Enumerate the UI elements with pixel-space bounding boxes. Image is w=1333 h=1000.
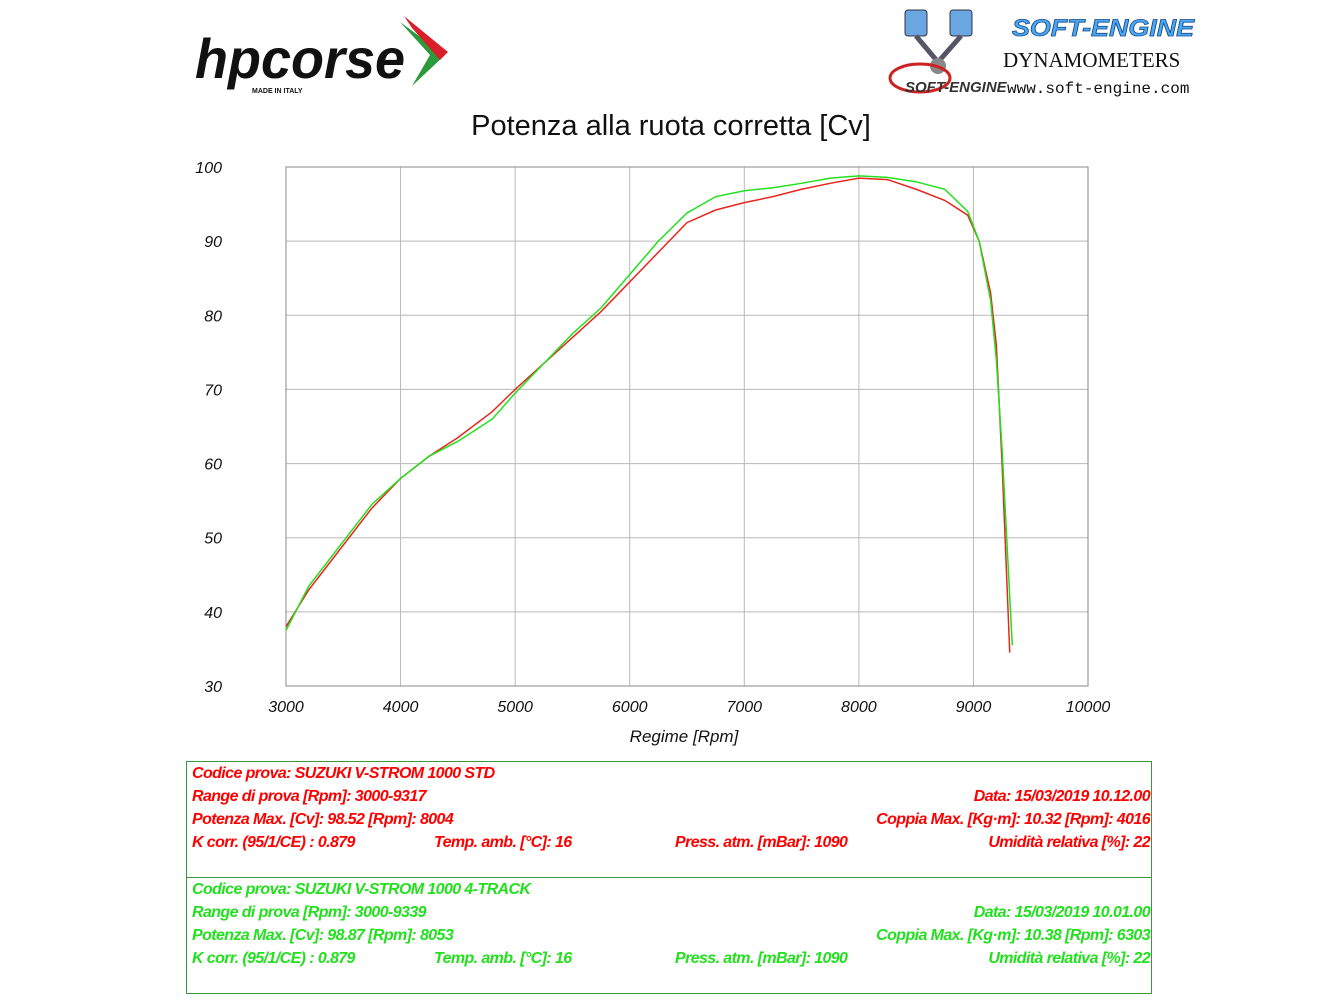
- x-tick-label: 7000: [726, 699, 762, 716]
- y-tick-label: 90: [204, 234, 222, 251]
- chart-title: Potenza alla ruota corretta [Cv]: [471, 110, 871, 142]
- x-tick-label: 8000: [841, 699, 877, 716]
- brand-logo: hpcorse: [195, 27, 405, 90]
- plot-frame: [285, 166, 1089, 687]
- chart: hpcorse MADE IN ITALY SOFT-ENGINE SOFT-E…: [195, 9, 1196, 746]
- result-field: Range di prova [Rpm]: 3000-9339: [192, 904, 427, 921]
- result-field: Potenza Max. [Cv]: 98.52 [Rpm]: 8004: [192, 811, 454, 828]
- result-field: Umidità relativa [%]: 22: [988, 950, 1150, 967]
- result-field: K corr. (95/1/CE) : 0.879: [192, 834, 355, 851]
- y-tick-label: 30: [204, 679, 222, 696]
- logo-ring: [888, 62, 952, 94]
- dyno-logo-text: SOFT-ENGINE: [905, 79, 1008, 96]
- x-tick-label: 10000: [1066, 699, 1111, 716]
- power-curve: [285, 177, 1011, 653]
- result-field: Press. atm. [mBar]: 1090: [675, 834, 848, 851]
- y-tick-label: 80: [204, 308, 222, 325]
- result-field: Umidità relativa [%]: 22: [988, 834, 1150, 851]
- x-tick-label: 5000: [497, 699, 533, 716]
- result-field: Data: 15/03/2019 10.01.00: [973, 904, 1151, 921]
- result-box: [186, 761, 1152, 878]
- result-field: Coppia Max. [Kg·m]: 10.38 [Rpm]: 6303: [876, 927, 1150, 944]
- x-axis-label: Regime [Rpm]: [630, 727, 740, 746]
- result-field: Range di prova [Rpm]: 3000-9317: [192, 788, 427, 805]
- dyno-url: www.soft-engine.com: [1007, 80, 1189, 98]
- result-field: Temp. amb. [°C]: 16: [434, 950, 572, 967]
- y-tick-label: 70: [204, 382, 222, 399]
- x-tick-label: 6000: [612, 699, 648, 716]
- result-field: K corr. (95/1/CE) : 0.879: [192, 950, 355, 967]
- result-field: Temp. amb. [°C]: 16: [434, 834, 572, 851]
- dyno-title: DYNAMOMETERS: [1003, 48, 1180, 72]
- y-tick-label: 100: [195, 160, 222, 177]
- logo-swoosh-red: [404, 16, 448, 60]
- result-field: Press. atm. [mBar]: 1090: [675, 950, 848, 967]
- x-tick-label: 9000: [956, 699, 992, 716]
- result-field: Codice prova: SUZUKI V-STROM 1000 STD: [192, 765, 495, 782]
- result-box: [186, 877, 1152, 994]
- piston-icon: [904, 9, 928, 37]
- y-tick-label: 60: [204, 457, 222, 474]
- x-tick-label: 3000: [268, 699, 304, 716]
- brand-tagline: MADE IN ITALY: [252, 88, 303, 95]
- result-field: Potenza Max. [Cv]: 98.87 [Rpm]: 8053: [192, 927, 454, 944]
- dyno-brand: SOFT-ENGINE: [1012, 15, 1195, 42]
- result-field: Data: 15/03/2019 10.12.00: [973, 788, 1151, 805]
- result-field: Codice prova: SUZUKI V-STROM 1000 4-TRAC…: [192, 881, 531, 898]
- piston-icon: [949, 9, 973, 37]
- result-field: Coppia Max. [Kg·m]: 10.32 [Rpm]: 4016: [876, 811, 1150, 828]
- y-tick-label: 50: [204, 531, 222, 548]
- power-curve: [285, 175, 1014, 646]
- x-tick-label: 4000: [383, 699, 419, 716]
- y-tick-label: 40: [204, 605, 222, 622]
